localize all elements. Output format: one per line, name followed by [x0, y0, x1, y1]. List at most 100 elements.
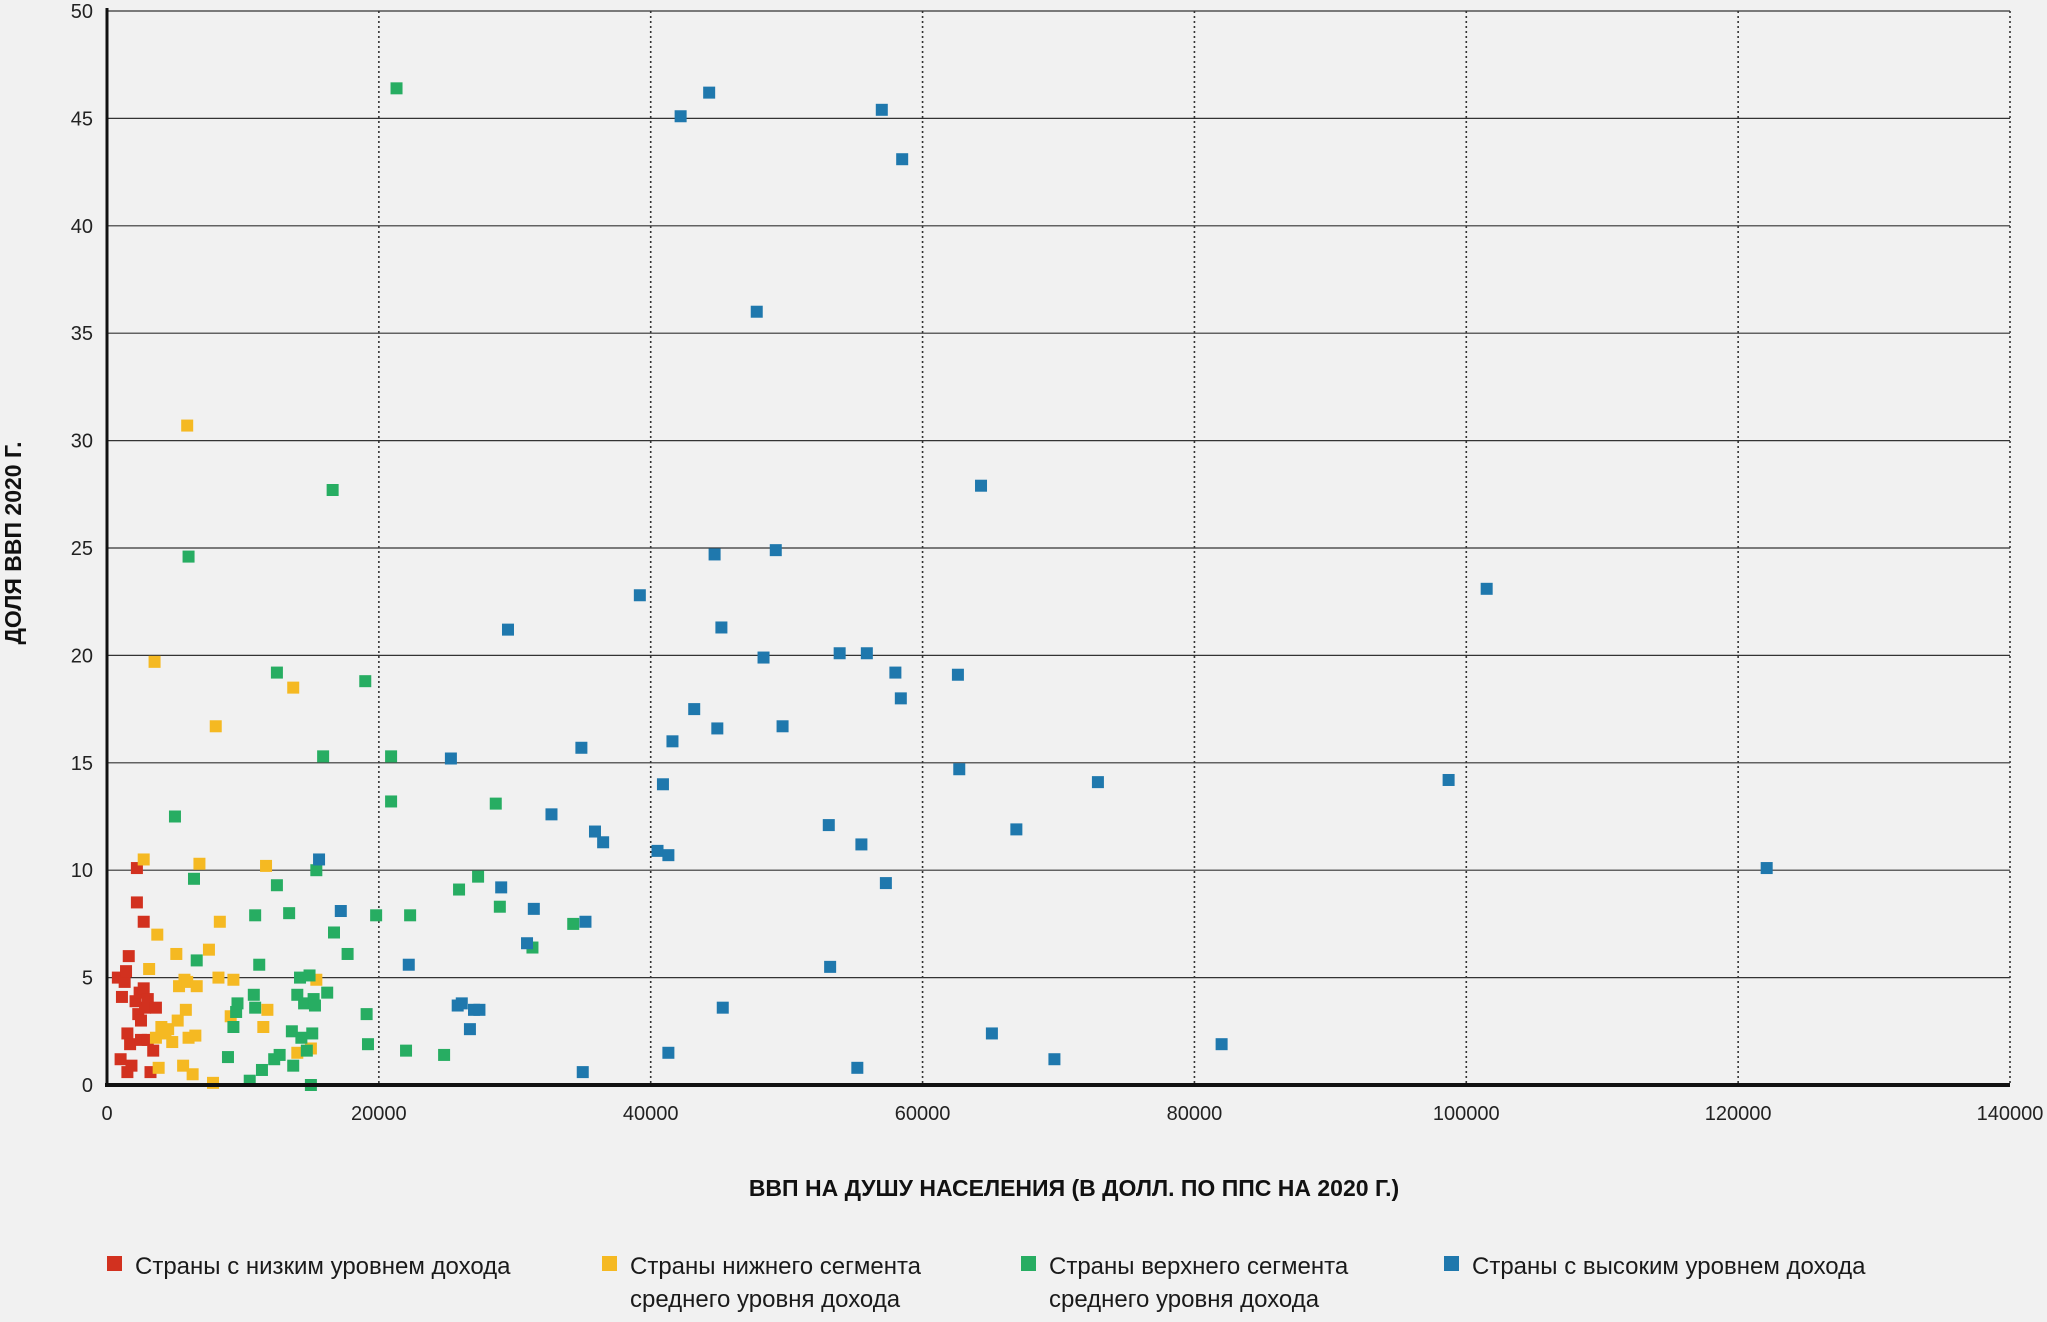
data-point-s3-55 — [1442, 773, 1455, 786]
data-point-s1-16 — [181, 975, 194, 988]
legend-label-upper-middle-income: Страны верхнего сегмента среднего уровня… — [1049, 1253, 1349, 1313]
data-point-s3-29 — [711, 722, 724, 735]
data-point-s1-25 — [209, 720, 222, 733]
legend-swatch-lower-middle-income — [602, 1256, 617, 1271]
data-point-s0-8 — [124, 1038, 137, 1051]
data-point-s3-53 — [1091, 776, 1104, 789]
data-point-s1-13 — [177, 1059, 190, 1072]
data-points — [111, 82, 1773, 1091]
data-point-s0-18 — [137, 915, 150, 928]
data-point-s2-24 — [298, 997, 311, 1010]
scatter-chart: 0 5 10 15 20 25 30 35 40 45 50 0 20000 40000 60000 800… — [0, 1, 2043, 1201]
data-point-s2-13 — [255, 1063, 268, 1076]
data-point-s1-30 — [257, 1021, 270, 1034]
data-point-s2-33 — [321, 986, 334, 999]
data-point-s3-2 — [402, 958, 415, 971]
data-point-s3-33 — [757, 651, 770, 664]
y-tick-label-3: 15 — [71, 753, 93, 775]
data-point-s2-40 — [370, 909, 383, 922]
x-tick-label-1: 20000 — [351, 1103, 407, 1125]
data-point-s3-51 — [1010, 823, 1023, 836]
data-point-s0-1 — [114, 1053, 127, 1066]
grid-lines — [107, 10, 2011, 1085]
data-point-s0-3 — [118, 975, 131, 988]
data-point-s0-17 — [137, 982, 150, 995]
data-point-s3-45 — [894, 692, 907, 705]
data-point-s1-34 — [291, 1046, 304, 1059]
data-point-s3-15 — [576, 1066, 589, 1079]
data-point-s2-7 — [231, 997, 244, 1010]
series-3 — [313, 86, 1773, 1079]
data-point-s2-15 — [270, 666, 283, 679]
data-point-s1-20 — [189, 1029, 202, 1042]
legend-item-high-income: Страны с высоким уровнем дохода — [1444, 1250, 1865, 1283]
series-2 — [168, 82, 580, 1091]
data-point-s1-31 — [260, 859, 273, 872]
x-tick-label-5: 100000 — [1433, 1103, 1500, 1125]
data-point-s3-31 — [716, 1001, 729, 1014]
data-point-s1-32 — [261, 1003, 274, 1016]
data-point-s3-50 — [985, 1027, 998, 1040]
data-point-s0-15 — [134, 1014, 147, 1027]
data-point-s3-19 — [633, 589, 646, 602]
data-point-s3-16 — [579, 915, 592, 928]
data-point-s3-54 — [1215, 1038, 1228, 1051]
data-point-s1-22 — [193, 857, 206, 870]
data-point-s3-3 — [444, 752, 457, 765]
y-tick-label-8: 40 — [71, 216, 93, 238]
legend-label-lower-middle-income: Страны нижнего сегмента среднего уровня … — [630, 1253, 922, 1313]
data-point-s2-44 — [400, 1044, 413, 1057]
data-point-s3-20 — [651, 844, 664, 857]
data-point-s3-57 — [1760, 862, 1773, 875]
data-point-s3-42 — [875, 103, 888, 116]
series-1 — [137, 419, 323, 1089]
data-point-s2-34 — [326, 484, 339, 497]
data-point-s1-0 — [137, 853, 150, 866]
data-point-s3-14 — [575, 741, 588, 754]
data-point-s2-47 — [453, 883, 466, 896]
y-tick-label-1: 5 — [82, 968, 93, 990]
data-point-s3-21 — [656, 778, 669, 791]
data-point-s2-16 — [270, 879, 283, 892]
data-point-s3-49 — [975, 479, 988, 492]
data-point-s2-49 — [489, 797, 502, 810]
legend: Страны с низким уровнем дохода Страны ни… — [0, 1250, 2047, 1322]
data-point-s3-46 — [896, 153, 909, 166]
data-point-s2-19 — [285, 1025, 298, 1038]
x-axis-title: ВВП НА ДУШУ НАСЕЛЕНИЯ (В ДОЛЛ. ПО ППС НА… — [749, 1175, 1399, 1201]
data-point-s3-43 — [879, 877, 892, 890]
data-point-s1-17 — [181, 419, 194, 432]
y-axis-title: ДОЛЯ ВВП 2020 Г. — [0, 441, 26, 644]
data-point-s3-0 — [313, 853, 326, 866]
data-point-s2-11 — [249, 909, 262, 922]
data-point-s0-24 — [149, 1001, 162, 1014]
data-point-s2-25 — [300, 1044, 313, 1057]
data-point-s2-18 — [283, 907, 296, 920]
data-point-s3-38 — [833, 647, 846, 660]
data-point-s2-2 — [187, 872, 200, 885]
data-point-s2-0 — [168, 810, 181, 823]
legend-swatch-upper-middle-income — [1021, 1256, 1036, 1271]
y-tick-label-4: 20 — [71, 645, 93, 667]
data-point-s0-2 — [115, 990, 128, 1003]
data-point-s1-15 — [179, 1003, 192, 1016]
data-point-s2-39 — [361, 1038, 374, 1051]
legend-item-low-income: Страны с низким уровнем дохода — [107, 1250, 511, 1283]
data-point-s1-1 — [143, 963, 156, 976]
data-point-s2-5 — [227, 1021, 240, 1034]
legend-item-upper-middle-income: Страны верхнего сегмента среднего уровня… — [1021, 1250, 1348, 1316]
data-point-s2-23 — [295, 1031, 308, 1044]
y-tick-label-0: 0 — [82, 1075, 93, 1097]
data-point-s1-33 — [287, 681, 300, 694]
data-point-s3-32 — [750, 305, 763, 318]
x-tick-label-3: 60000 — [895, 1103, 951, 1125]
x-tick-label-4: 80000 — [1167, 1103, 1223, 1125]
data-point-s3-39 — [851, 1061, 864, 1074]
data-point-s3-30 — [715, 621, 728, 634]
data-point-s2-12 — [253, 958, 266, 971]
data-point-s0-12 — [130, 896, 143, 909]
data-point-s1-26 — [212, 971, 225, 984]
data-point-s3-41 — [860, 647, 873, 660]
data-point-s1-8 — [162, 1023, 175, 1036]
data-point-s1-2 — [148, 655, 161, 668]
